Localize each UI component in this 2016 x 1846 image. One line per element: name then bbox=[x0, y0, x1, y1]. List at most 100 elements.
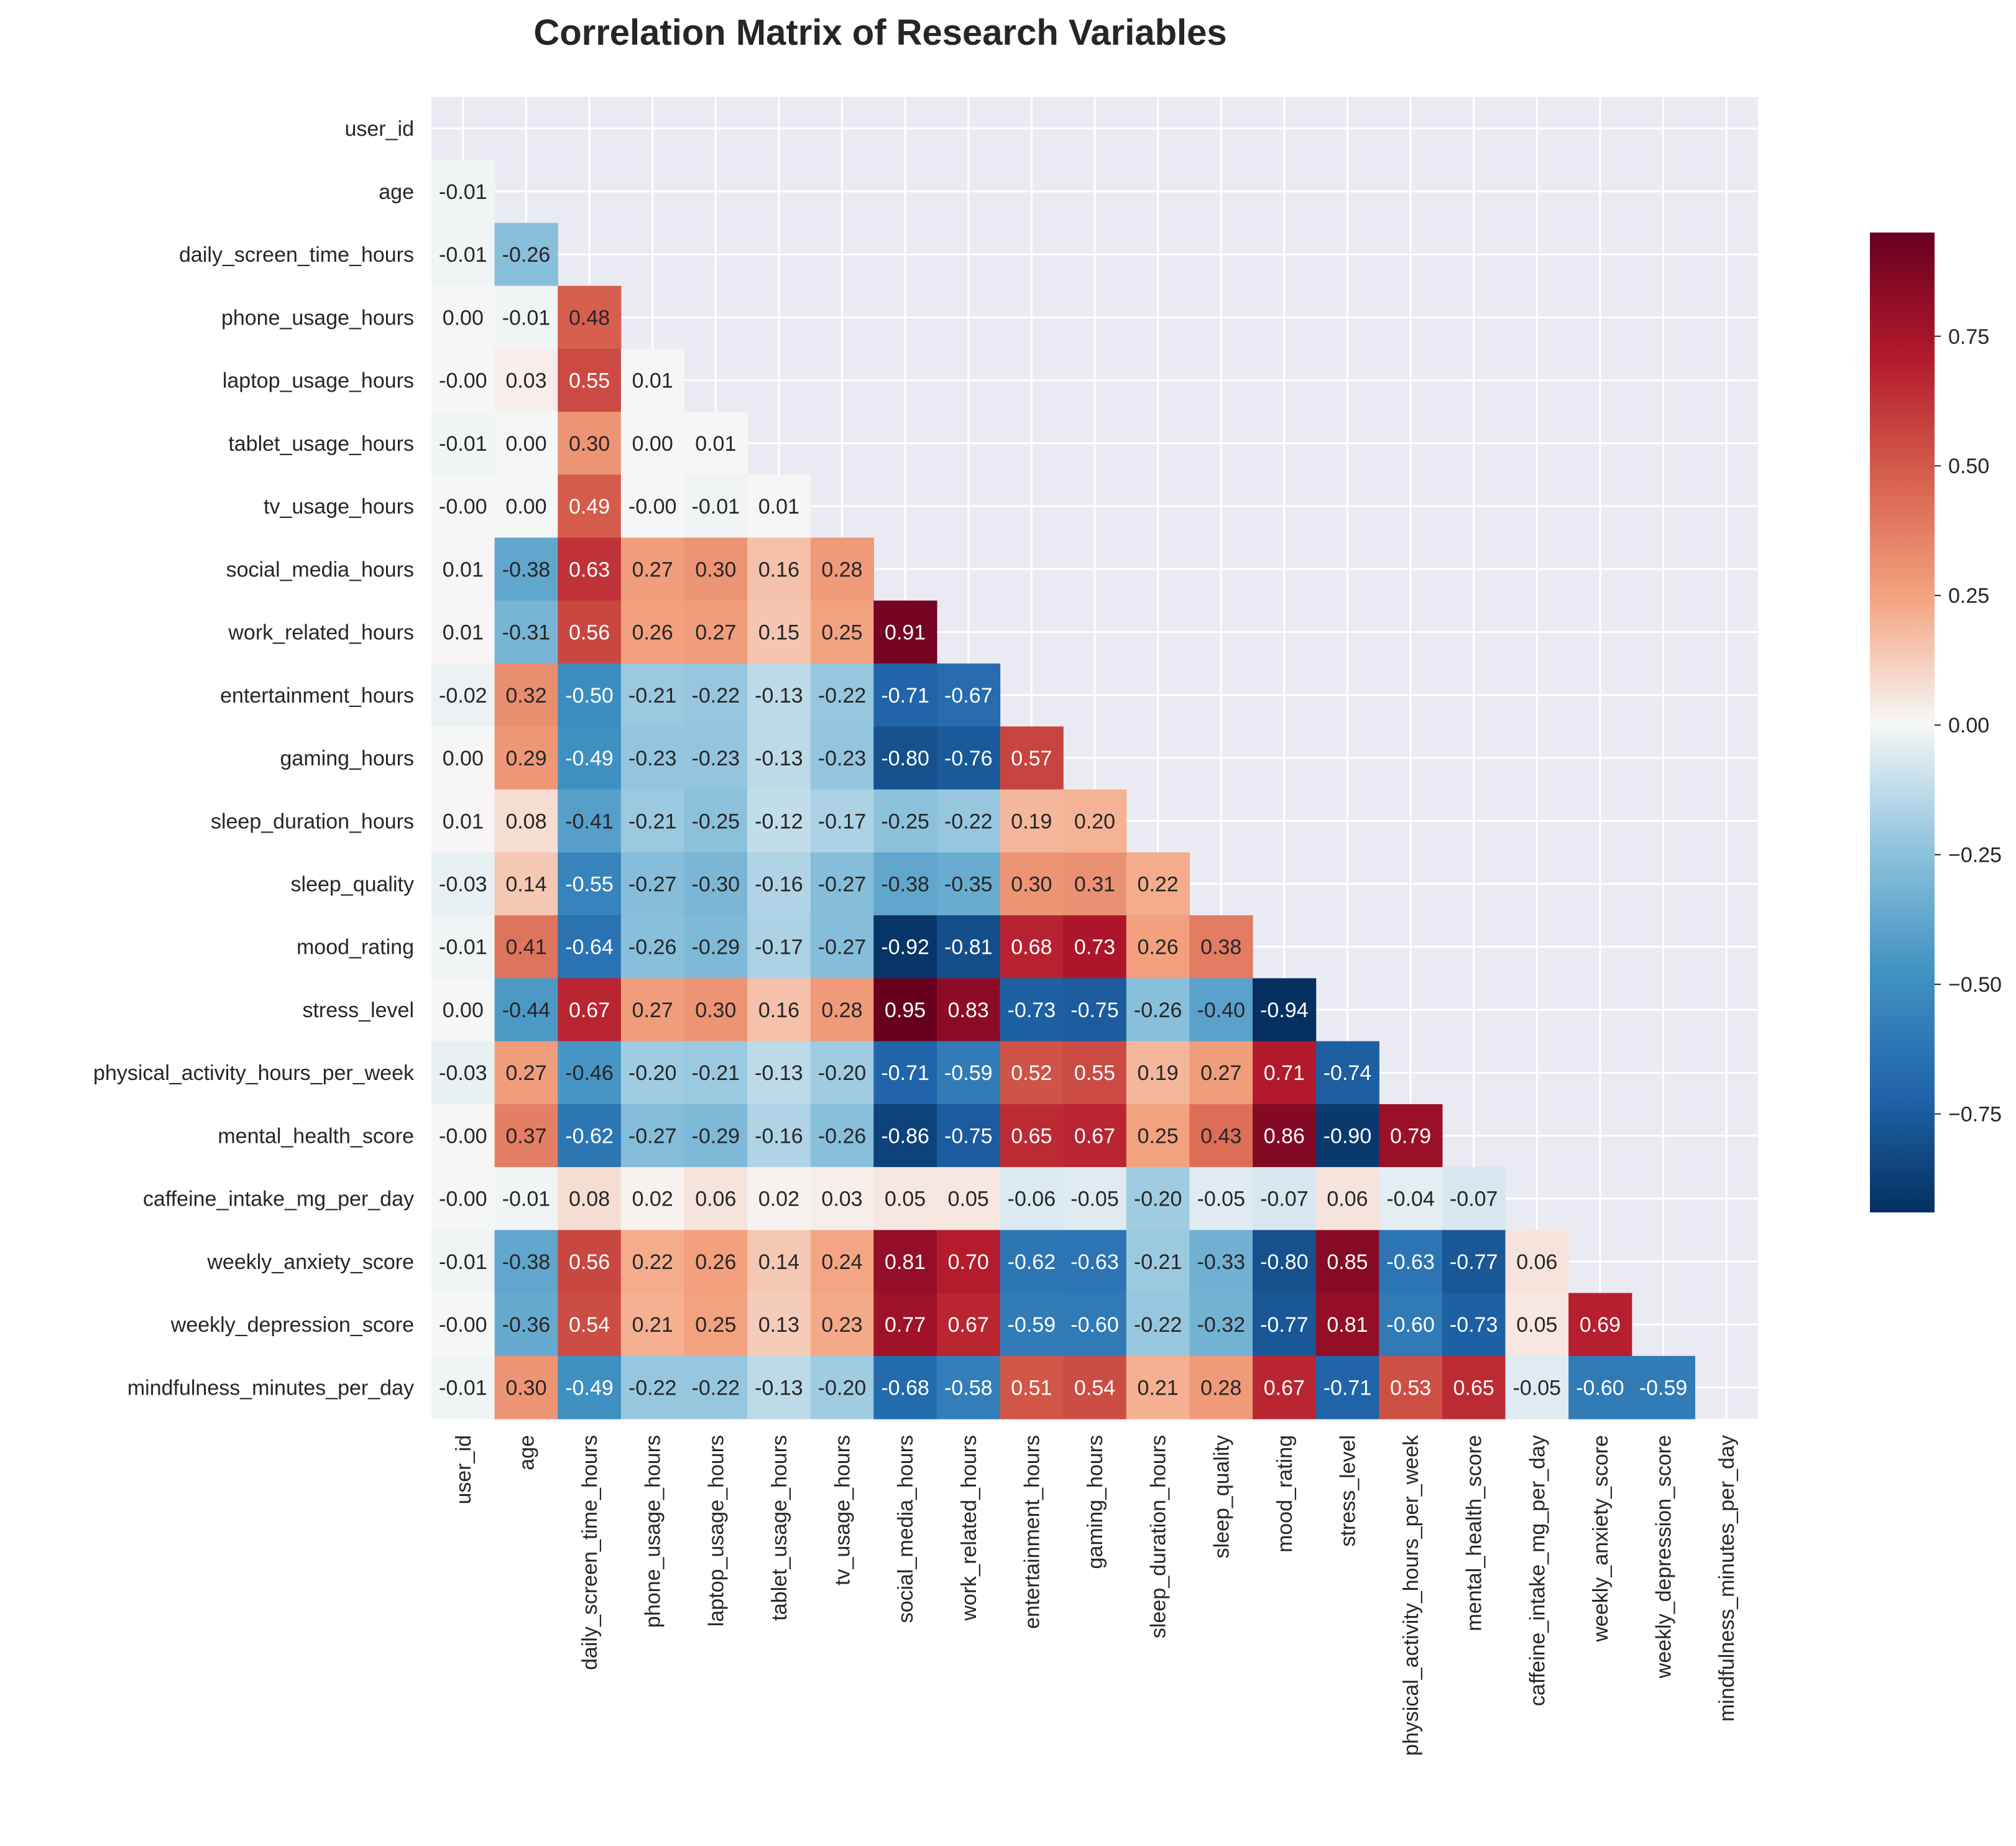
cell-label: -0.29 bbox=[692, 936, 740, 959]
heatmap-cell bbox=[494, 1293, 558, 1357]
cell-label: -0.20 bbox=[818, 1376, 867, 1400]
heatmap-cell bbox=[1189, 1104, 1253, 1168]
x-tick-label: social_media_hours bbox=[894, 1435, 918, 1623]
heatmap-cell bbox=[873, 726, 937, 790]
heatmap-cell bbox=[873, 852, 937, 916]
y-tick-label: social_media_hours bbox=[226, 558, 414, 581]
cell-label: 0.01 bbox=[695, 432, 736, 456]
cell-label: -0.90 bbox=[1323, 1124, 1372, 1148]
heatmap-cell bbox=[1253, 1104, 1317, 1168]
cell-label: -0.80 bbox=[1260, 1250, 1309, 1274]
colorbar: 0.75 0.50 0.25 0.00 −0.25 −0.50 −0.75 bbox=[1870, 233, 2002, 1212]
cell-label: -0.59 bbox=[944, 1061, 993, 1085]
cell-label: 0.71 bbox=[1264, 1061, 1305, 1085]
heatmap-cell bbox=[1000, 1167, 1064, 1230]
heatmap-cell bbox=[936, 1041, 1001, 1105]
heatmap-cell bbox=[747, 1293, 811, 1357]
heatmap-cell bbox=[494, 915, 558, 979]
heatmap-cell bbox=[1126, 1293, 1190, 1357]
heatmap-cell bbox=[431, 1293, 495, 1357]
cell-label: -0.26 bbox=[818, 1124, 867, 1148]
heatmap-cell bbox=[431, 978, 495, 1042]
heatmap-cell bbox=[1126, 978, 1190, 1042]
cell-label: 0.21 bbox=[632, 1313, 673, 1337]
cell-label: -0.00 bbox=[439, 1124, 487, 1148]
cell-label: 0.63 bbox=[569, 558, 610, 581]
heatmap-cell bbox=[431, 348, 495, 412]
cell-label: 0.67 bbox=[1264, 1376, 1305, 1400]
cell-label: -0.74 bbox=[1323, 1061, 1372, 1085]
cell-label: 0.43 bbox=[1200, 1124, 1241, 1148]
cell-label: -0.71 bbox=[881, 684, 929, 708]
cell-label: 0.27 bbox=[505, 1061, 546, 1085]
heatmap-cell bbox=[431, 915, 495, 979]
heatmap-cell bbox=[1126, 915, 1190, 979]
heatmap-cell bbox=[1505, 1230, 1569, 1294]
cell-label: 0.30 bbox=[569, 432, 610, 456]
heatmap-cell bbox=[747, 915, 811, 979]
cell-label: -0.32 bbox=[1197, 1313, 1246, 1337]
y-tick-label: mood_rating bbox=[297, 936, 414, 959]
cell-label: 0.55 bbox=[569, 369, 610, 393]
heatmap-cell bbox=[747, 663, 811, 727]
cell-label: -0.01 bbox=[439, 1376, 487, 1400]
cell-label: -0.04 bbox=[1386, 1188, 1435, 1211]
cell-label: 0.28 bbox=[1200, 1376, 1241, 1400]
cell-label: 0.31 bbox=[1074, 873, 1115, 897]
colorbar-tick-label: 0.50 bbox=[1948, 455, 1989, 478]
cell-label: -0.03 bbox=[439, 873, 487, 897]
heatmap-cell bbox=[873, 663, 937, 727]
heatmap-cell bbox=[936, 1293, 1001, 1357]
y-tick-label: stress_level bbox=[302, 999, 414, 1022]
cell-label: 0.05 bbox=[1516, 1313, 1557, 1337]
cell-label: 0.41 bbox=[505, 936, 546, 959]
cell-label: -0.86 bbox=[881, 1124, 929, 1148]
cell-label: -0.22 bbox=[1134, 1313, 1182, 1337]
heatmap-cell bbox=[810, 1104, 874, 1168]
y-tick-label: mindfulness_minutes_per_day bbox=[127, 1376, 414, 1400]
cell-label: 0.24 bbox=[821, 1250, 862, 1274]
cell-label: -0.13 bbox=[755, 1061, 803, 1085]
heatmap-cell bbox=[936, 1167, 1001, 1230]
cell-label: -0.05 bbox=[1070, 1188, 1119, 1211]
cell-label: -0.60 bbox=[1070, 1313, 1119, 1337]
heatmap-cell bbox=[1379, 1167, 1443, 1230]
colorbar-tick-label: −0.75 bbox=[1948, 1103, 2002, 1127]
cell-label: 0.00 bbox=[443, 306, 484, 330]
cell-label: -0.22 bbox=[692, 684, 740, 708]
cell-label: -0.59 bbox=[1008, 1313, 1056, 1337]
heatmap-cell bbox=[1000, 978, 1064, 1042]
cell-label: 0.30 bbox=[695, 558, 736, 581]
heatmap-cell bbox=[684, 915, 748, 979]
heatmap-cell bbox=[494, 1104, 558, 1168]
cell-label: -0.07 bbox=[1260, 1188, 1309, 1211]
heatmap-cell bbox=[747, 474, 811, 538]
heatmap-cell bbox=[1442, 1230, 1506, 1294]
cell-label: -0.62 bbox=[1008, 1250, 1056, 1274]
heatmap-cell bbox=[684, 600, 748, 664]
heatmap-cell bbox=[684, 726, 748, 790]
y-tick-label: tablet_usage_hours bbox=[228, 432, 414, 456]
y-tick-label: work_related_hours bbox=[228, 621, 414, 645]
heatmap-cell bbox=[873, 600, 937, 664]
cell-label: 0.14 bbox=[505, 873, 546, 897]
cell-label: 0.19 bbox=[1011, 810, 1052, 833]
heatmap-cell bbox=[1126, 1167, 1190, 1230]
cell-label: 0.67 bbox=[1074, 1124, 1115, 1148]
x-tick-label: mindfulness_minutes_per_day bbox=[1715, 1435, 1739, 1722]
heatmap-cell bbox=[1315, 1355, 1379, 1419]
heatmap-cell bbox=[620, 852, 685, 916]
cell-label: 0.32 bbox=[505, 684, 546, 708]
cell-label: -0.77 bbox=[1450, 1250, 1498, 1274]
heatmap-cell bbox=[684, 412, 748, 476]
heatmap-cell bbox=[684, 1230, 748, 1294]
heatmap-cell bbox=[810, 1167, 874, 1230]
heatmap-cell bbox=[1000, 1230, 1064, 1294]
heatmap-cell bbox=[810, 726, 874, 790]
heatmap-cell bbox=[747, 789, 811, 853]
cell-label: 0.27 bbox=[1200, 1061, 1241, 1085]
y-tick-label: gaming_hours bbox=[280, 747, 414, 770]
heatmap-cell bbox=[558, 1355, 622, 1419]
heatmap-cell bbox=[1315, 1293, 1379, 1357]
